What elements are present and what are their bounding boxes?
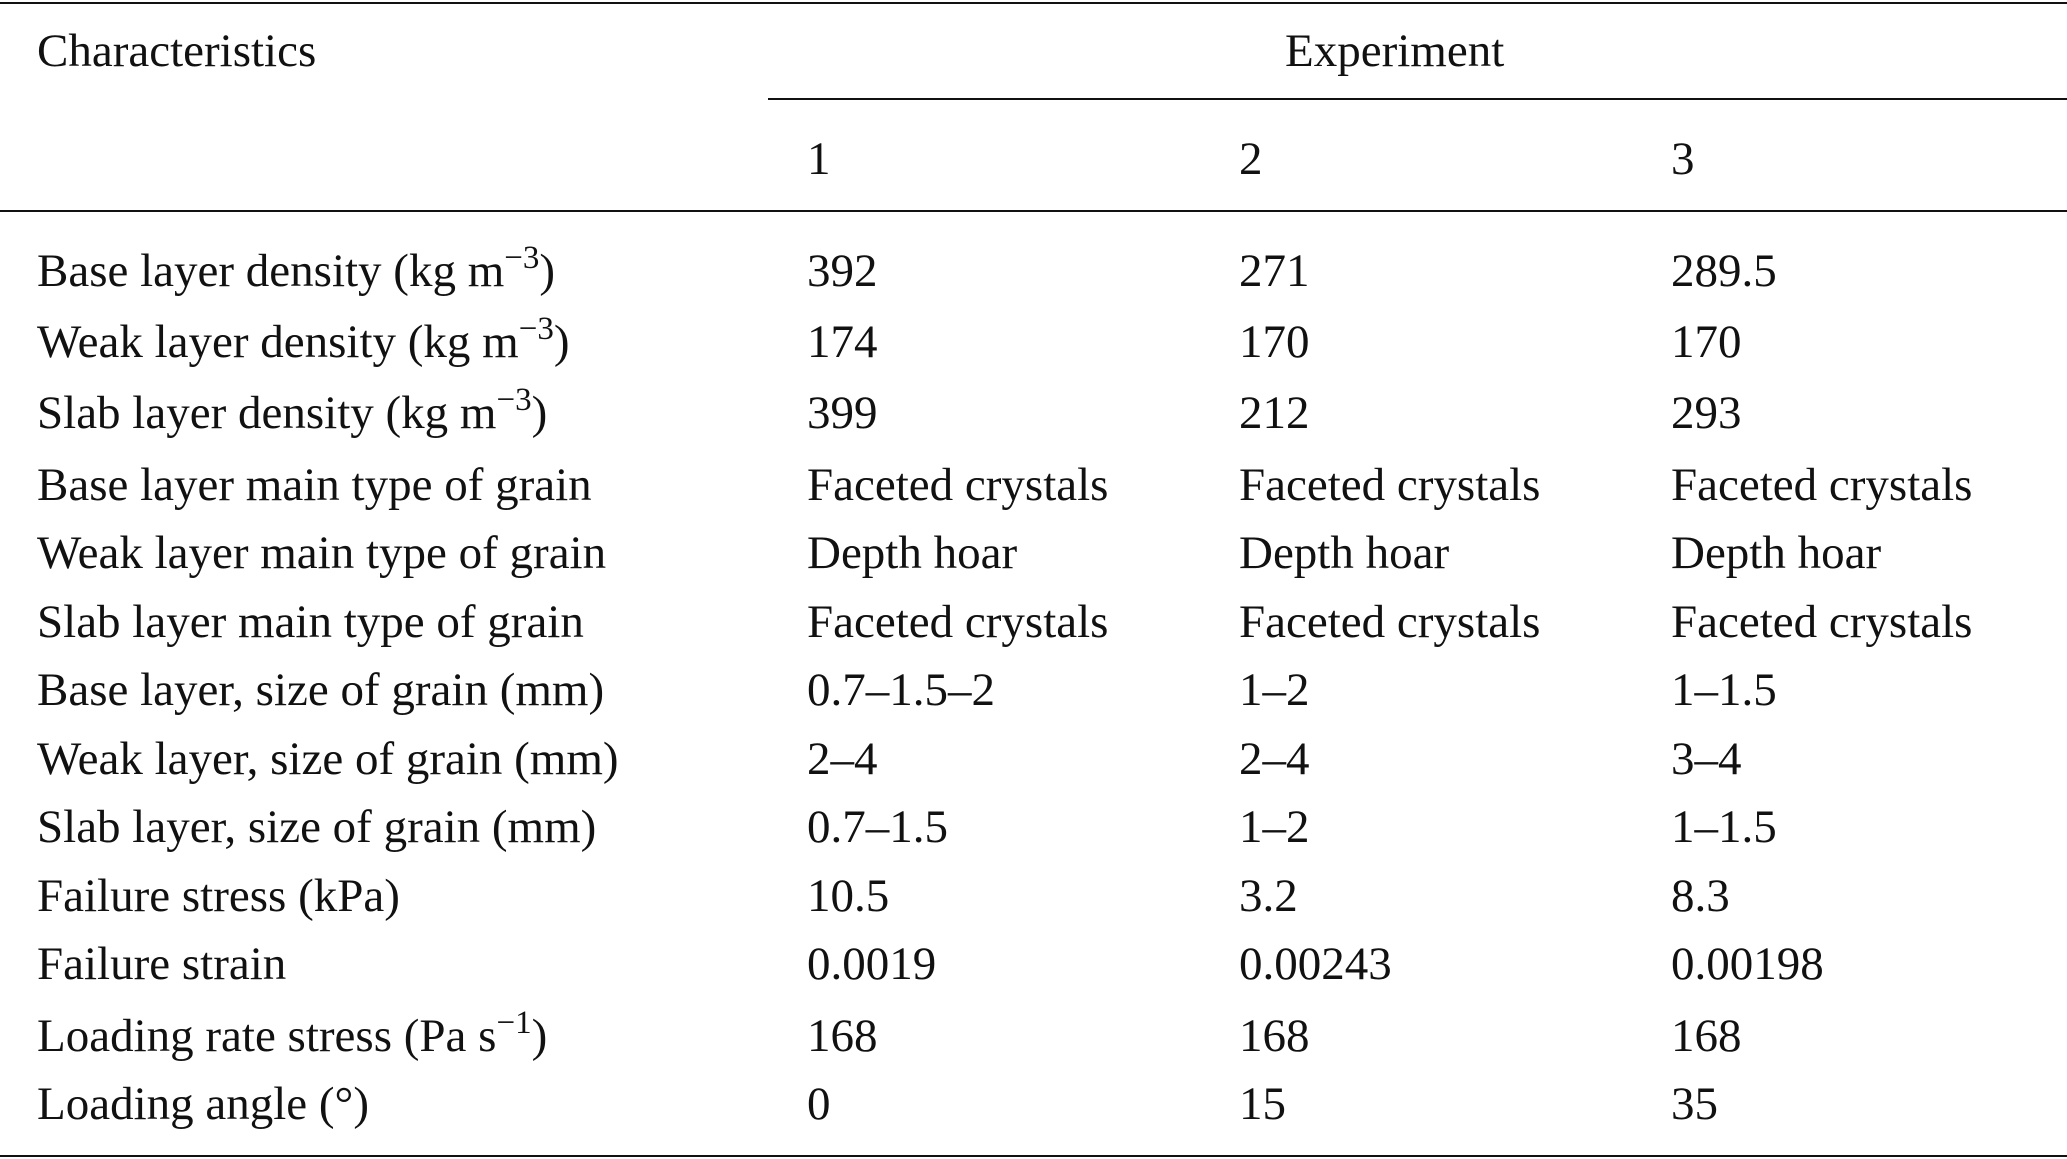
cell: 212 — [1239, 387, 1310, 439]
cell: 3–4 — [1671, 733, 1742, 785]
label-text: Weak layer, size of grain (mm) — [37, 733, 619, 785]
row-label: Slab layer, size of grain (mm) — [37, 804, 596, 851]
cell: 1–1.5 — [1671, 664, 1777, 716]
cell: 2–4 — [1239, 733, 1310, 785]
label-text: Loading angle (°) — [37, 1078, 370, 1130]
label-superscript: −3 — [496, 382, 532, 418]
label-text: Weak layer density (kg m — [37, 316, 519, 368]
bottom-rule — [0, 1155, 2067, 1157]
cell: 8.3 — [1671, 870, 1730, 922]
cell: 392 — [807, 245, 878, 297]
stub-header: Characteristics — [37, 25, 317, 77]
column-header: 2 — [1239, 133, 1263, 185]
row-label: Weak layer density (kg m−3) — [37, 313, 570, 368]
cell: 168 — [1239, 1010, 1310, 1062]
row-label: Loading angle (°) — [37, 1081, 369, 1128]
cell: 0.7–1.5–2 — [807, 664, 995, 716]
cell: 289.5 — [1671, 245, 1777, 297]
cell: Faceted crystals — [807, 459, 1109, 511]
header-rule — [0, 210, 2067, 212]
column-header: 3 — [1671, 133, 1695, 185]
row-label: Base layer density (kg m−3) — [37, 242, 556, 297]
label-superscript: −1 — [496, 1005, 532, 1041]
label-end: ) — [539, 245, 556, 297]
label-superscript: −3 — [504, 240, 540, 276]
cell: 35 — [1671, 1078, 1718, 1130]
cell: 0.00243 — [1239, 938, 1392, 990]
cell: Faceted crystals — [807, 596, 1109, 648]
cell: 0 — [807, 1078, 831, 1130]
cell: 0.0019 — [807, 938, 937, 990]
label-end: ) — [531, 387, 548, 439]
column-header: 1 — [807, 133, 831, 185]
cell: 3.2 — [1239, 870, 1298, 922]
label-text: Loading rate stress (Pa s — [37, 1010, 497, 1062]
cell: 1–1.5 — [1671, 801, 1777, 853]
cell: 1–2 — [1239, 664, 1310, 716]
cell: 1–2 — [1239, 801, 1310, 853]
cell: 168 — [1671, 1010, 1742, 1062]
label-text: Base layer main type of grain — [37, 459, 592, 511]
row-label: Base layer, size of grain (mm) — [37, 667, 604, 714]
cell: 293 — [1671, 387, 1742, 439]
group-rule — [768, 98, 2067, 100]
cell: 170 — [1239, 316, 1310, 368]
cell: Depth hoar — [807, 527, 1018, 579]
group-header: Experiment — [1285, 25, 1505, 77]
label-text: Base layer density (kg m — [37, 245, 505, 297]
top-rule — [0, 2, 2067, 4]
cell: 0.00198 — [1671, 938, 1824, 990]
label-text: Weak layer main type of grain — [37, 527, 607, 579]
label-text: Slab layer density (kg m — [37, 387, 497, 439]
cell: 271 — [1239, 245, 1310, 297]
label-text: Slab layer, size of grain (mm) — [37, 801, 597, 853]
label-text: Failure strain — [37, 938, 287, 990]
cell: 168 — [807, 1010, 878, 1062]
label-text: Slab layer main type of grain — [37, 596, 584, 648]
row-label: Slab layer density (kg m−3) — [37, 384, 548, 439]
cell: 174 — [807, 316, 878, 368]
cell: 2–4 — [807, 733, 878, 785]
row-label: Weak layer, size of grain (mm) — [37, 736, 619, 783]
cell: 15 — [1239, 1078, 1286, 1130]
cell: 10.5 — [807, 870, 890, 922]
label-end: ) — [553, 316, 570, 368]
cell: Faceted crystals — [1671, 596, 1973, 648]
cell: Faceted crystals — [1671, 459, 1973, 511]
row-label: Failure strain — [37, 941, 286, 988]
cell: Faceted crystals — [1239, 459, 1541, 511]
label-text: Base layer, size of grain (mm) — [37, 664, 605, 716]
label-superscript: −3 — [518, 311, 554, 347]
cell: 399 — [807, 387, 878, 439]
label-end: ) — [531, 1010, 548, 1062]
label-text: Failure stress (kPa) — [37, 870, 400, 922]
cell: 170 — [1671, 316, 1742, 368]
cell: Depth hoar — [1239, 527, 1450, 579]
row-label: Slab layer main type of grain — [37, 599, 584, 646]
row-label: Failure stress (kPa) — [37, 873, 400, 920]
row-label: Weak layer main type of grain — [37, 530, 606, 577]
cell: Faceted crystals — [1239, 596, 1541, 648]
row-label: Loading rate stress (Pa s−1) — [37, 1007, 548, 1062]
cell: 0.7–1.5 — [807, 801, 948, 853]
row-label: Base layer main type of grain — [37, 462, 592, 509]
cell: Depth hoar — [1671, 527, 1882, 579]
